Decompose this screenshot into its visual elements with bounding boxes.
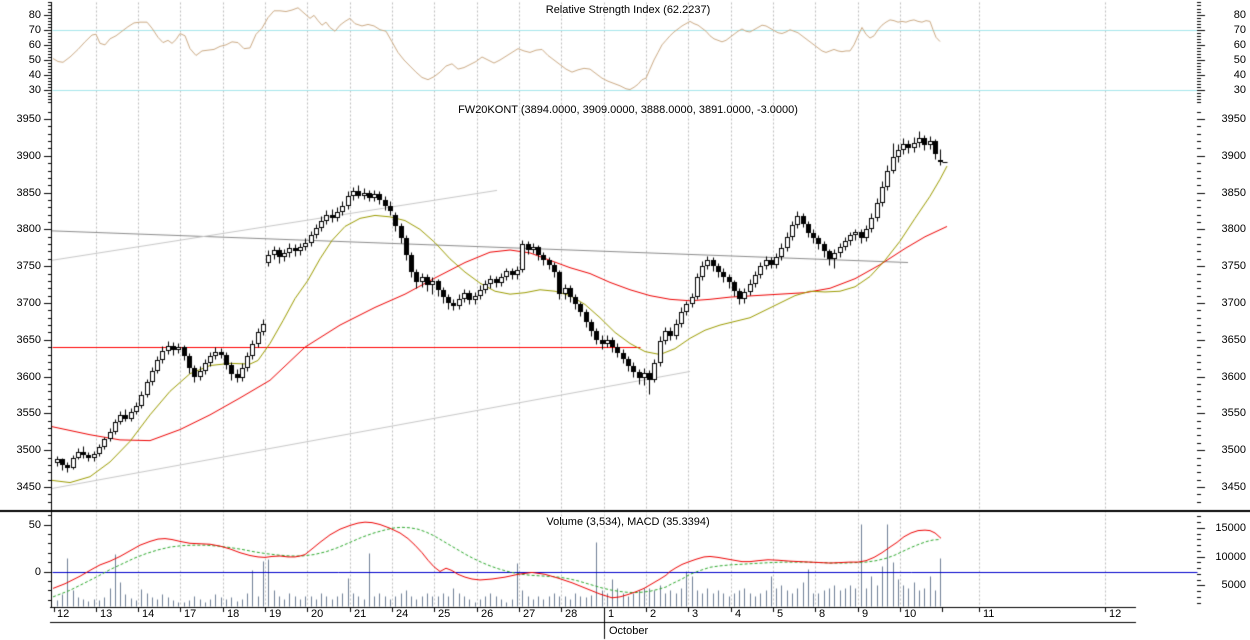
rsi-axis-label-right: 80 [1233, 9, 1246, 21]
date-axis-label: 3 [692, 608, 699, 620]
price-axis-label-right: 3600 [1221, 371, 1246, 383]
date-axis-label: 5 [777, 608, 784, 620]
date-axis-label: 12 [1109, 608, 1122, 620]
rsi-axis-label-right: 70 [1233, 24, 1246, 36]
date-axis-label: 1 [608, 608, 615, 620]
price-axis-label-right: 3550 [1221, 407, 1246, 419]
rsi-axis-label-left: 60 [28, 39, 41, 51]
date-axis-label: 24 [396, 608, 409, 620]
price-axis-label-right: 3650 [1221, 334, 1246, 346]
price-axis-label-left: 3550 [16, 407, 41, 419]
price-axis-label-left: 3450 [16, 481, 41, 493]
month-label: October [609, 625, 649, 637]
date-axis-label: 18 [227, 608, 240, 620]
price-axis-label-right: 3850 [1221, 187, 1246, 199]
date-axis-label: 28 [565, 608, 578, 620]
date-axis-label: 19 [269, 608, 282, 620]
price-axis-label-left: 3900 [16, 150, 41, 162]
rsi-axis-label-right: 40 [1233, 69, 1246, 81]
rsi-axis-label-right: 30 [1233, 84, 1246, 96]
volume-axis-label-right: 10000 [1215, 551, 1246, 563]
price-axis-label-left: 3800 [16, 223, 41, 235]
price-axis-label-left: 3850 [16, 187, 41, 199]
price-axis-label-left: 3500 [16, 444, 41, 456]
price-axis-label-right: 3800 [1221, 223, 1246, 235]
rsi-panel-title: Relative Strength Index (62.2237) [545, 4, 711, 16]
date-axis-label: 9 [862, 608, 869, 620]
price-axis-label-right: 3500 [1221, 444, 1246, 456]
macd-axis-label-left: 50 [28, 519, 41, 531]
price-axis-label-right: 3450 [1221, 481, 1246, 493]
rsi-axis-label-left: 30 [28, 84, 41, 96]
price-axis-label-right: 3750 [1221, 260, 1246, 272]
date-axis-label: 27 [523, 608, 536, 620]
price-axis-label-right: 3950 [1221, 113, 1246, 125]
date-axis-label: 13 [100, 608, 113, 620]
date-axis-label: 21 [354, 608, 367, 620]
rsi-axis-label-left: 70 [28, 24, 41, 36]
date-axis-label: 11 [983, 608, 995, 620]
date-axis-label: 12 [57, 608, 70, 620]
rsi-axis-label-right: 60 [1233, 39, 1246, 51]
price-axis-label-left: 3950 [16, 113, 41, 125]
date-axis-label: 4 [735, 608, 742, 620]
volume-axis-label-right: 15000 [1215, 522, 1246, 534]
rsi-axis-label-left: 80 [28, 9, 41, 21]
price-axis-label-left: 3750 [16, 260, 41, 272]
date-axis-label: 10 [904, 608, 917, 620]
volume-axis-label-right: 5000 [1221, 579, 1246, 591]
price-axis-label-left: 3700 [16, 297, 41, 309]
date-axis-label: 8 [819, 608, 826, 620]
rsi-axis-label-right: 50 [1233, 54, 1246, 66]
price-axis-label-right: 3700 [1221, 297, 1246, 309]
volume-macd-panel-title: Volume (3,534), MACD (35.3394) [546, 516, 710, 528]
date-axis-label: 26 [481, 608, 494, 620]
date-axis-label: 25 [438, 608, 451, 620]
price-axis-label-left: 3650 [16, 334, 41, 346]
macd-axis-label-left: 0 [34, 566, 41, 578]
date-axis-label: 2 [650, 608, 657, 620]
price-axis-label-right: 3900 [1221, 150, 1246, 162]
date-axis-label: 17 [184, 608, 197, 620]
date-axis-label: 14 [142, 608, 155, 620]
date-axis-label: 20 [311, 608, 324, 620]
price-axis-label-left: 3600 [16, 371, 41, 383]
rsi-axis-label-left: 40 [28, 69, 41, 81]
price-panel-title: FW20KONT (3894.0000, 3909.0000, 3888.000… [458, 104, 798, 116]
rsi-axis-label-left: 50 [28, 54, 41, 66]
